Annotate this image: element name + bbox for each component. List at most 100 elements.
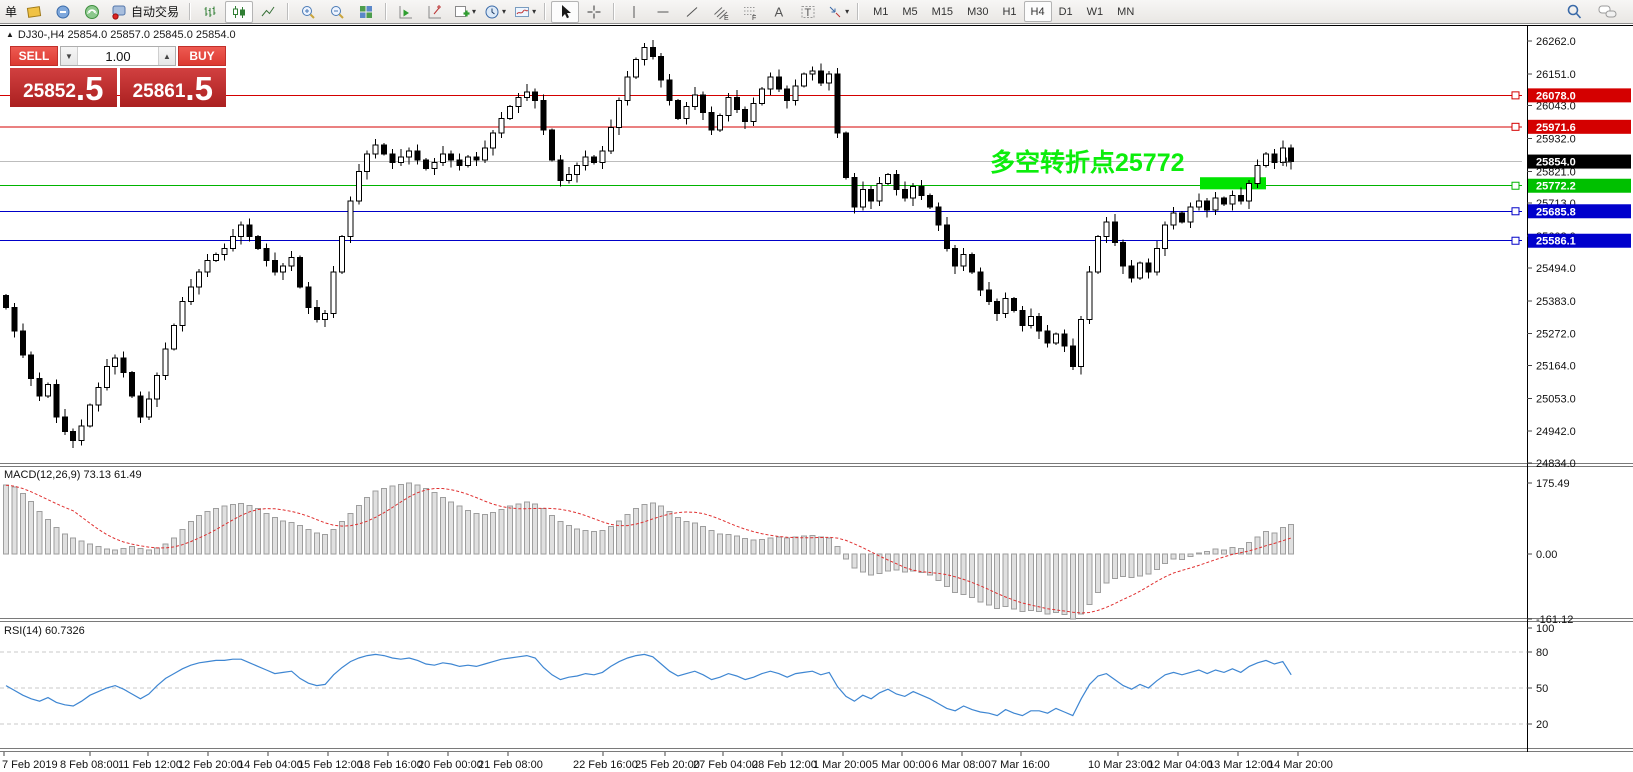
fibonacci-button[interactable]: F: [736, 1, 764, 23]
show-trade-levels-button[interactable]: [392, 1, 420, 23]
text-button[interactable]: A: [765, 1, 793, 23]
chart-canvas[interactable]: 26262.026151.026043.025932.025821.025713…: [0, 25, 1633, 772]
crosshair-marker: [1282, 157, 1291, 167]
svg-text:A: A: [775, 4, 784, 19]
svg-text:T: T: [805, 7, 812, 19]
auto-trading-button[interactable]: 自动交易: [107, 1, 184, 23]
cursor-button[interactable]: [551, 0, 580, 23]
bar-chart-button[interactable]: [196, 1, 224, 23]
tab-timeframe-d1[interactable]: D1: [1058, 5, 1073, 18]
collapse-arrow-icon[interactable]: ▲: [6, 30, 14, 39]
svg-text:7 Mar 16:00: 7 Mar 16:00: [991, 759, 1050, 771]
tile-windows-button[interactable]: [352, 1, 380, 23]
arrows-button[interactable]: ▾: [823, 1, 852, 23]
periods-button[interactable]: ▾: [480, 1, 509, 23]
tab-timeframe-m30[interactable]: M30: [967, 5, 989, 18]
svg-text:25494.0: 25494.0: [1536, 263, 1576, 275]
show-history-button[interactable]: [421, 1, 449, 23]
buy-button[interactable]: BUY: [178, 46, 226, 66]
svg-text:25164.0: 25164.0: [1536, 360, 1576, 372]
svg-text:25 Feb 20:00: 25 Feb 20:00: [635, 759, 700, 771]
volume-value[interactable]: 1.00: [105, 48, 131, 64]
svg-text:50: 50: [1536, 683, 1548, 695]
volume-stepper: ▼ 1.00 ▲: [60, 46, 176, 66]
svg-text:24942.0: 24942.0: [1536, 426, 1576, 438]
tab-timeframe-m5[interactable]: M5: [902, 5, 918, 18]
market-watch-icon: [26, 5, 42, 18]
new-order-button[interactable]: 单: [5, 5, 18, 19]
svg-text:20: 20: [1536, 719, 1548, 731]
zoom-in-icon: [302, 5, 315, 19]
search-button[interactable]: [1560, 1, 1588, 23]
text-label-button[interactable]: T: [794, 1, 822, 23]
crosshair-button[interactable]: [580, 1, 608, 23]
svg-text:0.00: 0.00: [1536, 549, 1557, 561]
horizontal-line-icon: [657, 11, 669, 12]
signals-icon: [56, 5, 70, 18]
candles-layer: [3, 39, 1295, 449]
templates-icon: [515, 6, 530, 17]
svg-text:25383.0: 25383.0: [1536, 296, 1576, 308]
tab-timeframe-w1[interactable]: W1: [1086, 5, 1104, 18]
svg-text:80: 80: [1536, 647, 1548, 659]
tab-timeframe-m1[interactable]: M1: [873, 5, 889, 18]
vertical-line-button[interactable]: [620, 1, 648, 23]
svg-text:25053.0: 25053.0: [1536, 393, 1576, 405]
bar-chart-icon: [204, 6, 216, 17]
text-icon: A: [775, 4, 784, 19]
candlestick-chart-button[interactable]: [225, 0, 254, 23]
tab-timeframe-m15[interactable]: M15: [931, 5, 954, 18]
svg-text:20 Feb 00:00: 20 Feb 00:00: [418, 759, 483, 771]
sell-price-button[interactable]: 25852.5: [10, 68, 117, 107]
cursor-icon: [562, 4, 572, 18]
svg-text:15 Feb 12:00: 15 Feb 12:00: [298, 759, 363, 771]
dropdown-caret-icon: ▾: [532, 6, 537, 16]
auto-trading-icon: [112, 5, 126, 20]
toolbar-separator: [287, 3, 290, 20]
new-chart-button[interactable]: ▾: [450, 1, 479, 23]
broadcast-button[interactable]: [78, 1, 106, 23]
search-icon: [1567, 4, 1582, 19]
volume-increase-button[interactable]: ▲: [158, 47, 175, 65]
dropdown-caret-icon: ▾: [502, 6, 507, 16]
dropdown-caret-icon: ▾: [472, 6, 477, 16]
clock-icon: [485, 5, 499, 18]
buy-price-main: 25861: [132, 81, 186, 102]
svg-text:1 Mar 20:00: 1 Mar 20:00: [813, 759, 872, 771]
price-badges: 26078.0 25971.6 25772.2 25685.8 25586.1 25854…: [1528, 88, 1631, 248]
svg-text:25586.1: 25586.1: [1536, 236, 1576, 248]
tile-windows-icon: [360, 5, 373, 18]
svg-text:多空转折点25772: 多空转折点25772: [990, 148, 1185, 177]
svg-text:26078.0: 26078.0: [1536, 90, 1576, 102]
svg-text:21 Feb 08:00: 21 Feb 08:00: [478, 759, 543, 771]
svg-text:25821.0: 25821.0: [1536, 166, 1576, 178]
fibonacci-icon: F: [744, 6, 756, 21]
svg-text:10 Mar 23:00: 10 Mar 23:00: [1088, 759, 1153, 771]
templates-button[interactable]: ▾: [510, 1, 539, 23]
volume-decrease-button[interactable]: ▼: [61, 47, 78, 65]
panel-frame: [0, 25, 1633, 752]
svg-text:25272.0: 25272.0: [1536, 329, 1576, 341]
svg-text:27 Feb 04:00: 27 Feb 04:00: [693, 759, 758, 771]
macd-panel: 175.49 0.00 -161.12 MACD(12,26,9) 73.13 61.…: [3, 469, 1573, 626]
chat-button[interactable]: [1594, 1, 1622, 23]
tab-timeframe-h4[interactable]: H4: [1023, 1, 1052, 22]
tab-timeframe-mn[interactable]: MN: [1117, 5, 1135, 18]
zoom-in-button[interactable]: [294, 1, 322, 23]
market-watch-button[interactable]: [20, 1, 48, 23]
show-history-icon: [428, 4, 442, 18]
annotation-text: 多空转折点25772: [990, 148, 1185, 177]
sell-button[interactable]: SELL: [10, 46, 58, 66]
tab-timeframe-h1[interactable]: H1: [1002, 5, 1017, 18]
horizontal-line-button[interactable]: [649, 1, 677, 23]
rsi-panel: 100 80 50 20 RSI(14) 60.7326: [0, 623, 1554, 731]
line-chart-button[interactable]: [254, 1, 282, 23]
signals-button[interactable]: [49, 1, 77, 23]
zoom-out-button[interactable]: [323, 1, 351, 23]
trendline-button[interactable]: [678, 1, 706, 23]
chart-area[interactable]: 26262.0 26151.0 26043.0 25932.0 25821.0 25713…: [0, 25, 1633, 772]
equidistant-channel-button[interactable]: E: [707, 1, 735, 23]
svg-text:22 Feb 16:00: 22 Feb 16:00: [573, 759, 638, 771]
buy-price-button[interactable]: 25861.5: [119, 68, 226, 107]
